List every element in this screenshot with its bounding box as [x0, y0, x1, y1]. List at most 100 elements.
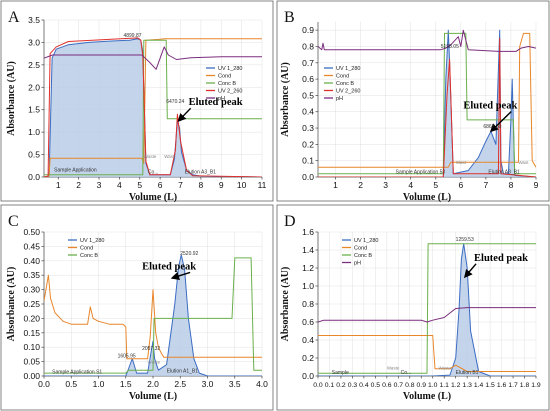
- panel-b-xtick-label: 9: [534, 180, 539, 190]
- panel-b-legend-item-cond: Cond: [336, 74, 349, 80]
- panel-a-ytick-label: 1.5: [28, 105, 40, 115]
- panel-b-xtick-label: 5: [433, 180, 438, 190]
- panel-c-xtick-label: 4.0: [256, 379, 268, 389]
- panel-a-legend-item-cond: Cond: [218, 74, 231, 80]
- panel-b-xtick-label: 3: [383, 180, 388, 190]
- panel-c-ytick-label: 0.40: [23, 256, 40, 266]
- panel-b-ytick-label: 0.8: [302, 41, 314, 51]
- panel-d-y-axis-title: Absorbance (AU): [280, 267, 291, 342]
- panel-c-series-uv-1-280-line: [44, 254, 262, 376]
- panel-b-xtick-label: 4: [408, 180, 413, 190]
- panel-a-ytick-label: 2.5: [28, 60, 40, 70]
- panel-a-xtick-label: 4: [117, 180, 122, 190]
- panel-c-xtick-label: 3.0: [202, 379, 214, 389]
- panel-c-annotation-sample-application-s1: Sample Application S1: [52, 370, 102, 376]
- panel-d-xtick-label: 0.6: [382, 382, 392, 389]
- panel-c-frame: [0, 204, 274, 411]
- panel-d-legend-item-ph: pH: [354, 261, 361, 267]
- panel-b-annotation-6867-39: 6867.39: [483, 124, 501, 130]
- panel-d-series-conc-b-line: [318, 243, 536, 374]
- panel-c-letter: C: [8, 213, 19, 230]
- panel-d-xtick-label: 0.2: [336, 382, 346, 389]
- panel-c-xtick-label: 2.5: [174, 379, 186, 389]
- panel-d-ytick-label: 1.6: [302, 227, 314, 237]
- panel-b-series-uv-2-260-line: [318, 37, 536, 177]
- panel-b-ytick-label: 0.9: [302, 25, 314, 35]
- panel-d: D0.00.20.40.60.81.01.21.41.60.0 0.1 0.2 0.3…: [276, 204, 550, 411]
- panel-b-ytick-label: 0.1: [302, 156, 314, 166]
- panel-a-xtick-label: 3: [97, 180, 102, 190]
- panel-c-ytick-label: 0.25: [23, 299, 40, 309]
- panel-d-xtick-label: 0.1: [325, 382, 335, 389]
- panel-d-eluted-peak-arrow: [463, 263, 477, 279]
- panel-a-xtick-label: 7: [178, 180, 183, 190]
- panel-b-ytick-label: 0.4: [302, 107, 314, 117]
- panel-d-xtick-label: 1.1: [439, 382, 449, 389]
- panel-a-letter: A: [8, 9, 20, 26]
- panel-b-annotation-sample-application-53: Sample Application 53: [396, 170, 446, 176]
- panel-a-annotation-6470-24: 6470.24: [166, 99, 184, 105]
- panel-a-xtick-label: 8: [199, 180, 204, 190]
- panel-b-xtick-label: 1: [333, 180, 338, 190]
- panel-a-xtick-label: 10: [237, 180, 247, 190]
- panel-a-legend-item-conc-b: Conc B: [218, 81, 236, 87]
- panel-c-ytick-label: 0.45: [23, 241, 40, 251]
- panel-b-x-axis-title: Volume (L): [403, 192, 451, 203]
- panel-c-xtick-label: 0.0: [38, 379, 50, 389]
- panel-c: C 0.00 0.05 0.10 0.15 0.20 0.25 0.30 0.35 0.40 0.4…: [0, 204, 274, 411]
- panel-a-xtick-label: 6: [158, 180, 163, 190]
- panel-d-ytick-label: 0.4: [302, 335, 314, 345]
- panel-d-annotation-elution-b1: Elution B1: [456, 370, 479, 376]
- panel-d-annotation-waste: Waste: [438, 366, 451, 371]
- panel-d-ytick-label: 1.4: [302, 245, 314, 255]
- panel-b-series-cond-line: [318, 32, 536, 168]
- panel-c-ytick-label: 0.50: [23, 227, 40, 237]
- panel-d-xtick-label: 1.8: [520, 382, 530, 389]
- panel-a-annotation-co: Co...: [148, 169, 159, 175]
- panel-d-x-axis-title: Volume (L): [403, 391, 451, 402]
- panel-c-ytick-label: 0.00: [23, 371, 40, 381]
- panel-a-x-axis-title: Volume (L): [129, 192, 177, 203]
- panel-b-xtick-label: 8: [509, 180, 514, 190]
- panel-b-frame: [276, 0, 550, 202]
- panel-c-annotation-1605-95: 1605.95: [118, 353, 136, 359]
- panel-a-legend-item-ph: pH: [218, 96, 225, 102]
- panel-d-xtick-label: 0.4: [359, 382, 369, 389]
- panel-d-series-group: [318, 243, 536, 376]
- panel-d-xtick-label: 1.7: [508, 382, 518, 389]
- panel-b-legend-item-uv-2-260: UV 2_260: [336, 89, 360, 95]
- panel-c-annotation-elution-a1-b1: Elution A1_B1: [167, 369, 199, 375]
- panel-d-annotation-co: Co...: [401, 370, 412, 376]
- panel-d-frame: [276, 204, 550, 411]
- panel-b-series-ph-line: [318, 29, 536, 52]
- panel-d-xtick-label: 0.7: [394, 382, 404, 389]
- panel-b-xtick-label: 7: [484, 180, 489, 190]
- panel-c-ytick-label: 0.35: [23, 270, 40, 280]
- panel-c-ytick-label: 0.10: [23, 342, 40, 352]
- panel-c-xtick-label: 0.5: [65, 379, 77, 389]
- panel-d-xtick-label: 0.9: [417, 382, 427, 389]
- panel-d-legend-item-uv-1-280: UV 1_280: [354, 238, 378, 244]
- panel-a-frame: [0, 0, 274, 202]
- panel-a-series-uv-2-260-line: [44, 37, 262, 177]
- panel-d-ytick-label: 0.2: [302, 353, 314, 363]
- panel-c-legend-item-cond: Cond: [80, 246, 93, 252]
- panel-d-annotation-eluted-peak: Eluted peak: [474, 253, 528, 264]
- panel-b-series-conc-b-line: [318, 32, 536, 175]
- panel-b-legend-item-conc-b: Conc B: [336, 81, 354, 87]
- panel-a-annotation-waste: Waste: [144, 154, 157, 159]
- panel-c-xtick-label: 1.5: [120, 379, 132, 389]
- panel-a-annotation-4899-87: 4899.87: [123, 33, 141, 39]
- panel-d-series-uv-1-280-line: [318, 243, 536, 376]
- panel-c-series-conc-b-line: [44, 257, 262, 374]
- panel-a-annotation-wast: Wast: [164, 154, 175, 159]
- panel-d-letter: D: [284, 213, 296, 230]
- panel-c-xtick-label: 1.0: [93, 379, 105, 389]
- panel-b-legend-item-ph: pH: [336, 96, 343, 102]
- panel-a-xtick-label: 1: [56, 180, 61, 190]
- panel-a-ytick-label: 3.0: [28, 37, 40, 47]
- panel-d-xtick-label: 1.5: [485, 382, 495, 389]
